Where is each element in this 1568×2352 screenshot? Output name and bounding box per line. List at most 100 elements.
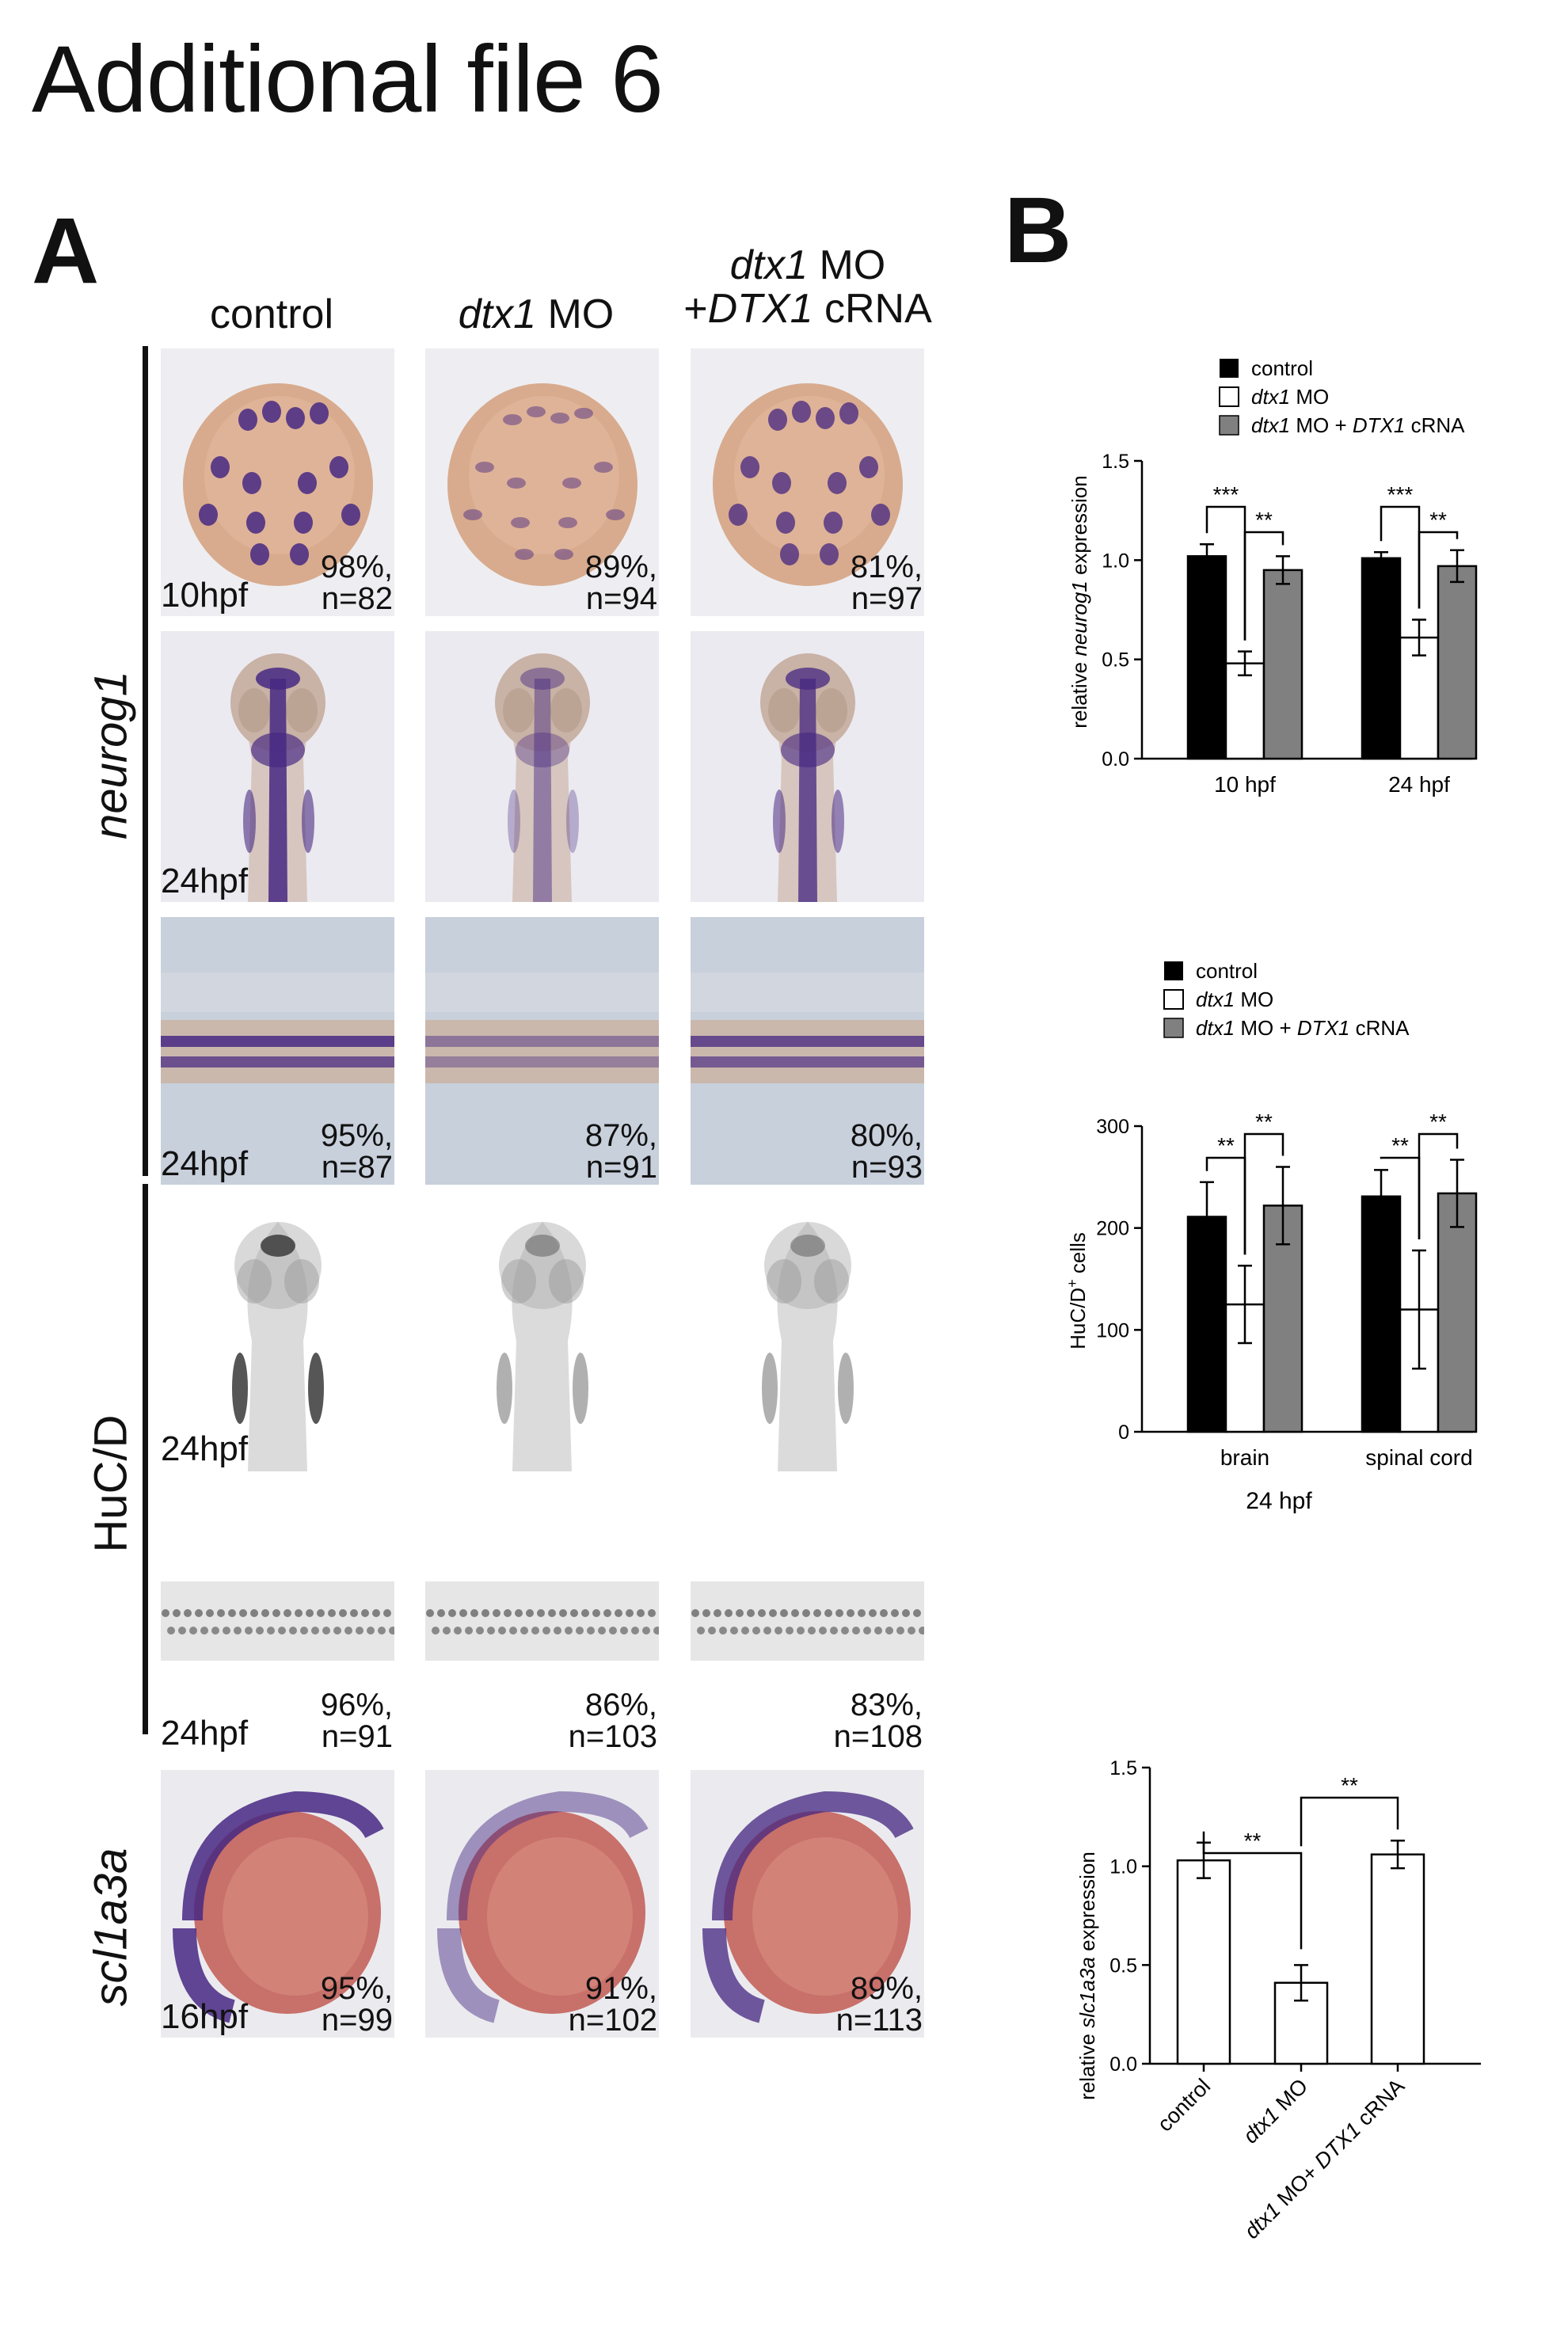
sample-size: n=87 <box>321 1150 393 1185</box>
embryo-image: 10hpf 98%, n=82 <box>161 348 394 616</box>
y-tick-label: 0.5 <box>1102 649 1129 672</box>
column-header-rescue: dtx1 MO +DTX1 cRNA <box>683 242 932 332</box>
x-category-label: 10 hpf <box>1214 772 1276 797</box>
bar-dtx1-mo <box>1399 636 1440 760</box>
percentage-stat: 95%, n=87 <box>321 1120 393 1183</box>
bar-control <box>1176 1859 1231 2065</box>
significance-label: ** <box>1341 1773 1358 1798</box>
row-label-hucd: HuC/D <box>85 1414 137 1553</box>
significance-label: ** <box>1391 1133 1409 1158</box>
x-category-label: dtx1 MO <box>1239 2074 1312 2148</box>
sample-size: n=93 <box>851 1150 923 1185</box>
chart2-x-axis-label: 24 hpf <box>1246 1488 1312 1514</box>
legend-swatch-rescue <box>1219 415 1239 436</box>
legend-label-control: control <box>1251 356 1313 380</box>
percentage-value: 86%, <box>584 1688 657 1722</box>
percentage-value: 91%, <box>584 1971 657 2006</box>
embryo-image: 24hpf 96%, n=91 <box>161 1486 394 1754</box>
embryo-image: 24hpf 95%, n=87 <box>161 917 394 1185</box>
percentage-stat: 91%, n=102 <box>569 1973 657 2036</box>
sample-size: n=102 <box>568 2003 657 2038</box>
embryo-image: 24hpf <box>161 1206 394 1471</box>
embryo-image: 87%, n=91 <box>425 917 659 1185</box>
embryo-image: 80%, n=93 <box>691 917 924 1185</box>
legend-swatch-dtx1-mo <box>1163 989 1184 1010</box>
sample-size: n=82 <box>321 581 393 616</box>
x-category-label: dtx1 MO+ DTX1 cRNA <box>1239 2074 1409 2244</box>
sample-size: n=91 <box>321 1719 393 1754</box>
y-tick-label: 1.5 <box>1102 451 1129 473</box>
bar-rescue <box>1370 1853 1425 2065</box>
embryo-image: 81%, n=97 <box>691 348 924 616</box>
y-tick-label: 100 <box>1096 1319 1129 1342</box>
legend-swatch-control <box>1164 961 1183 980</box>
hucd-bracket-bar <box>143 1184 148 1734</box>
bar-control <box>1361 557 1402 760</box>
panel-b-letter: B <box>1004 178 1072 283</box>
significance-bracket <box>1418 531 1459 609</box>
bar-control <box>1186 555 1227 760</box>
stage-label: 16hpf <box>161 1997 249 2036</box>
sample-size: n=108 <box>833 1719 923 1754</box>
embryo-image <box>425 1206 659 1471</box>
x-category-label: 24 hpf <box>1388 772 1450 797</box>
percentage-value: 81%, <box>850 550 923 584</box>
significance-bracket <box>1243 1132 1284 1255</box>
embryo-image <box>425 631 659 902</box>
significance-label: ** <box>1429 508 1447 532</box>
sample-size: n=103 <box>568 1719 657 1754</box>
legend-swatch-dtx1-mo <box>1219 386 1239 407</box>
legend-label-rescue: dtx1 MO + DTX1 cRNA <box>1196 1016 1410 1040</box>
percentage-value: 95%, <box>320 1118 393 1153</box>
sample-size: n=99 <box>321 2003 393 2038</box>
percentage-value: 80%, <box>850 1118 923 1153</box>
row-label-neurog1: neurog1 <box>85 671 137 839</box>
chart1-legend: control dtx1 MO dtx1 MO + DTX1 cRNA <box>1219 356 1465 437</box>
legend-label-control: control <box>1196 959 1258 983</box>
stage-label: 24hpf <box>161 1714 249 1753</box>
percentage-stat: 81%, n=97 <box>851 551 923 615</box>
sample-size: n=91 <box>585 1150 657 1185</box>
neurog1-bracket-bar <box>143 346 148 1176</box>
sample-size: n=113 <box>835 2003 923 2038</box>
y-tick-label: 200 <box>1096 1218 1129 1240</box>
percentage-value: 95%, <box>320 1971 393 2006</box>
percentage-value: 89%, <box>584 550 657 584</box>
embryo-image: 91%, n=102 <box>425 1770 659 2038</box>
percentage-stat: 89%, n=113 <box>836 1973 923 2036</box>
bar-dtx1-mo-dtx1-crna <box>1437 565 1478 760</box>
column-header-dtx1-mo: dtx1 MO <box>458 291 615 337</box>
bar-control <box>1186 1216 1227 1433</box>
stage-label: 24hpf <box>161 1144 249 1183</box>
percentage-value: 98%, <box>320 550 393 584</box>
neurog1-expression-chart: control dtx1 MO dtx1 MO + DTX1 cRNA rela… <box>1068 356 1478 797</box>
row-label-scl1a3a: scl1a3a <box>85 1848 137 2007</box>
embryo-image: 89%, n=94 <box>425 348 659 616</box>
x-category-label: brain <box>1220 1445 1269 1470</box>
significance-label: *** <box>1213 482 1239 507</box>
y-tick-label: 1.5 <box>1109 1757 1137 1779</box>
significance-label: ** <box>1217 1133 1235 1158</box>
significance-bracket <box>1243 531 1284 641</box>
embryo-image: 86%, n=103 <box>425 1486 659 1754</box>
percentage-stat: 96%, n=91 <box>321 1689 393 1753</box>
percentage-value: 87%, <box>584 1118 657 1153</box>
y-tick-label: 0.0 <box>1109 2053 1137 2076</box>
embryo-image: 83%, n=108 <box>691 1486 924 1754</box>
chart2-y-axis-label: HuC/D+ cells <box>1064 1232 1090 1349</box>
embryo-image <box>691 631 924 902</box>
bar-dtx1-mo-dtx1-crna <box>1262 569 1303 760</box>
sample-size: n=94 <box>585 581 657 616</box>
x-category-label: spinal cord <box>1365 1445 1472 1470</box>
percentage-value: 89%, <box>850 1971 923 2006</box>
column-header-control: control <box>209 291 334 337</box>
chart2-legend: control dtx1 MO dtx1 MO + DTX1 cRNA <box>1163 959 1410 1040</box>
hucd-cells-chart: control dtx1 MO dtx1 MO + DTX1 cRNA HuC/… <box>1064 959 1478 1514</box>
embryo-image: 24hpf <box>161 631 394 902</box>
legend-label-rescue: dtx1 MO + DTX1 cRNA <box>1251 413 1465 437</box>
percentage-stat: 86%, n=103 <box>569 1689 657 1753</box>
percentage-stat: 95%, n=99 <box>321 1973 393 2036</box>
percentage-stat: 83%, n=108 <box>834 1689 923 1753</box>
embryo-image <box>691 1206 924 1471</box>
stage-label: 10hpf <box>161 576 249 615</box>
